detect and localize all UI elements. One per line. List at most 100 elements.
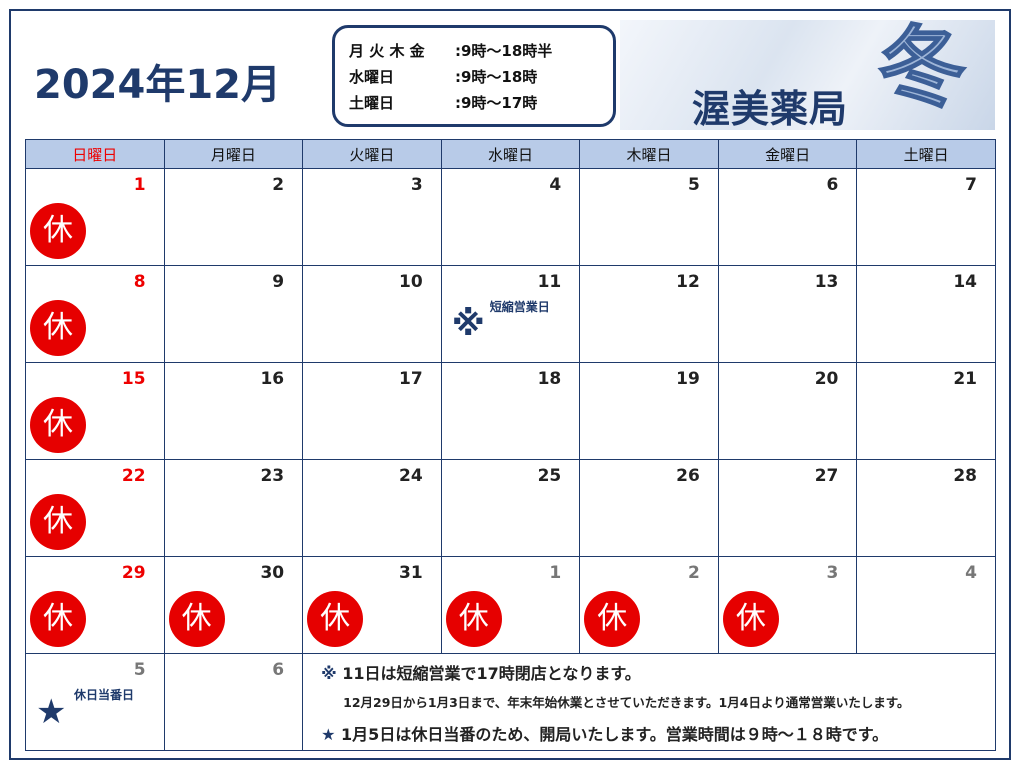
day-number: 12	[676, 272, 700, 292]
hours-row: 水曜日:9時～18時	[349, 68, 538, 86]
day-cell[interactable]: 12	[579, 265, 719, 363]
day-number: 26	[676, 466, 700, 486]
day-cell[interactable]: 26	[579, 459, 719, 557]
day-number: 11	[537, 272, 562, 292]
day-number: 27	[814, 466, 839, 486]
note-duty-day: ★ 1月5日は休日当番のため、開局いたします。営業時間は９時～１８時です。	[321, 725, 889, 744]
weekday-header: 月曜日	[163, 139, 304, 169]
day-cell[interactable]: 22 休	[25, 459, 165, 557]
day-cell[interactable]: 4	[440, 168, 581, 266]
day-number: 6	[272, 660, 285, 680]
day-cell[interactable]: 13	[717, 265, 858, 363]
star-icon: ★	[321, 725, 336, 744]
closed-badge: 休	[30, 397, 86, 453]
day-cell[interactable]: 2	[163, 168, 304, 266]
day-cell[interactable]: 18	[440, 362, 581, 460]
day-cell[interactable]: 17	[302, 362, 442, 460]
day-number: 7	[965, 175, 977, 195]
day-note: 短縮営業日	[489, 300, 550, 314]
closed-badge: 休	[30, 494, 86, 550]
day-number: 3	[410, 175, 423, 195]
season-logo: 冬	[877, 20, 967, 119]
day-cell[interactable]: 28	[856, 459, 996, 557]
day-cell[interactable]: 31 休	[302, 556, 442, 654]
day-number: 19	[676, 369, 700, 389]
day-number: 18	[537, 369, 562, 389]
day-cell[interactable]: 23	[163, 459, 304, 557]
day-cell[interactable]: 3	[302, 168, 442, 266]
closed-badge: 休	[30, 300, 86, 356]
closed-badge: 休	[445, 591, 502, 647]
day-number: 31	[399, 563, 423, 583]
day-number: 2	[272, 175, 285, 195]
day-number: 4	[549, 175, 562, 195]
day-cell[interactable]: 29 休	[25, 556, 165, 654]
closed-badge: 休	[307, 591, 364, 647]
day-cell[interactable]: 11 ※ 短縮営業日	[440, 265, 581, 363]
closed-badge: 休	[584, 591, 641, 647]
day-cell[interactable]: 9	[163, 265, 304, 363]
day-cell[interactable]: 5	[579, 168, 719, 266]
day-number: 2	[687, 563, 700, 583]
day-number: 24	[399, 466, 423, 486]
day-cell[interactable]: 5 ★ 休日当番日	[25, 653, 165, 751]
calendar-grid: 日曜日 月曜日 火曜日 水曜日 木曜日 金曜日 土曜日 1 休 2 3 4 5 6 7 8 休 9 10 11 ※ 短縮…	[25, 139, 996, 751]
day-cell[interactable]: 16	[163, 362, 304, 460]
star-icon: ★	[36, 692, 67, 732]
day-cell[interactable]: 14	[856, 265, 996, 363]
day-number: 16	[260, 369, 285, 389]
reference-mark-icon: ※	[321, 664, 337, 683]
hours-row: 月 火 木 金:9時～18時半	[349, 42, 553, 60]
day-number: 8	[133, 272, 146, 292]
closed-badge: 休	[30, 203, 86, 259]
week-row: 15 休 16 17 18 19 20 21	[25, 362, 996, 460]
week-row: 8 休 9 10 11 ※ 短縮営業日 12 13 14	[25, 265, 996, 363]
day-cell[interactable]: 19	[579, 362, 719, 460]
day-cell[interactable]: 21	[856, 362, 996, 460]
day-number: 5	[687, 175, 700, 195]
footer-notes: ※ 11日は短縮営業で17時閉店となります。 12月29日から1月3日まで、年末年…	[302, 653, 996, 751]
day-cell[interactable]: 20	[717, 362, 858, 460]
day-number: 10	[399, 272, 423, 292]
closed-badge: 休	[168, 591, 225, 647]
weekday-header: 金曜日	[717, 139, 858, 169]
day-number: 13	[814, 272, 839, 292]
day-cell[interactable]: 27	[717, 459, 858, 557]
day-cell[interactable]: 30 休	[163, 556, 304, 654]
day-cell[interactable]: 10	[302, 265, 442, 363]
calendar-frame	[9, 9, 1011, 760]
day-cell[interactable]: 7	[856, 168, 996, 266]
day-number: 15	[121, 369, 146, 389]
day-note: 休日当番日	[74, 688, 135, 702]
day-number: 9	[272, 272, 285, 292]
day-number: 1	[549, 563, 562, 583]
winter-banner: 渥美薬局 冬	[620, 20, 995, 130]
day-number: 28	[953, 466, 977, 486]
business-hours: 月 火 木 金:9時～18時半 水曜日:9時～18時 土曜日:9時～17時	[332, 25, 616, 127]
weekday-header: 火曜日	[302, 139, 442, 169]
day-number: 29	[121, 563, 146, 583]
day-cell[interactable]: 6	[717, 168, 858, 266]
day-cell[interactable]: 6	[163, 653, 304, 751]
day-number: 20	[814, 369, 839, 389]
weekday-header: 土曜日	[856, 139, 996, 169]
weekday-header: 木曜日	[579, 139, 719, 169]
day-number: 14	[953, 272, 977, 292]
day-cell[interactable]: 24	[302, 459, 442, 557]
day-number: 30	[260, 563, 285, 583]
day-cell[interactable]: 15 休	[25, 362, 165, 460]
day-number: 21	[953, 369, 977, 389]
week-row: 29 休 30 休 31 休 1 休 2 休 3 休 4	[25, 556, 996, 654]
day-cell[interactable]: 4	[856, 556, 996, 654]
hours-row: 土曜日:9時～17時	[349, 94, 538, 112]
day-number: 6	[826, 175, 839, 195]
day-cell[interactable]: 25	[440, 459, 581, 557]
closed-badge: 休	[30, 591, 86, 647]
day-number: 5	[133, 660, 146, 680]
reference-mark-icon: ※	[451, 304, 485, 344]
